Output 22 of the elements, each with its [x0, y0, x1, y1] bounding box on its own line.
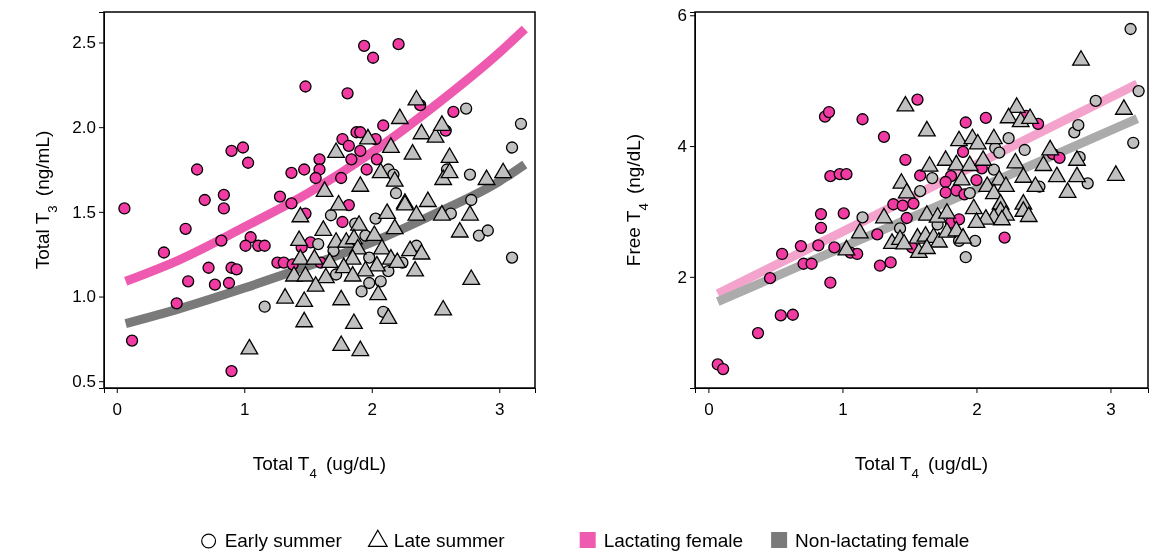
x-tick-label: 1	[240, 399, 250, 419]
x-tick-label: 0	[704, 399, 714, 419]
legend-label: Lactating female	[603, 530, 744, 551]
y-tick-label: 2.0	[72, 118, 96, 138]
y-tick-label: 0.5	[72, 372, 96, 392]
y-tick-label: 4	[677, 136, 687, 156]
y-tick-label: 1.0	[72, 287, 96, 307]
legend-label: Late summer	[393, 530, 506, 551]
x-tick-label: 2	[367, 399, 378, 419]
x-tick-label: 0	[112, 399, 122, 419]
y-tick-label: 2.5	[72, 33, 96, 53]
y-tick-label: 2	[677, 267, 687, 287]
y-tick-label: 1.5	[72, 202, 96, 222]
x-tick-label: 2	[972, 399, 982, 419]
legend-label: Early summer	[224, 530, 343, 551]
x-axis-title: Total T$_{4}$ (ug/dL)	[854, 453, 989, 481]
legend-label: Non-lactating female	[795, 530, 970, 551]
x-tick-label: 3	[1106, 399, 1116, 419]
x-tick-label: 1	[838, 399, 848, 419]
x-tick-label: 3	[495, 399, 505, 419]
x-axis-title: Total T$_{4}$ (ug/dL)	[252, 453, 387, 481]
y-tick-label: 6	[677, 6, 687, 26]
